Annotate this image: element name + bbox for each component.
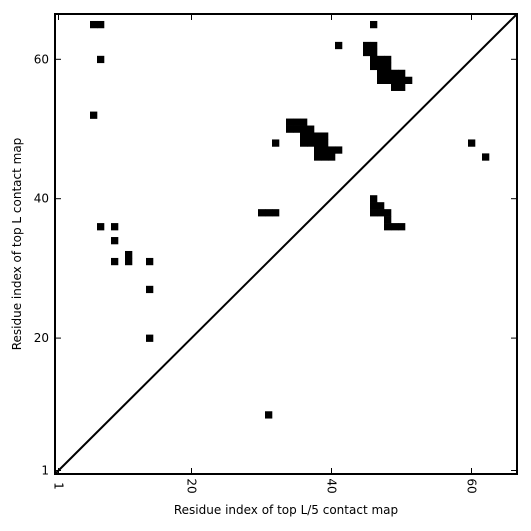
contact-cell-top-l <box>97 223 105 231</box>
contact-cell-top-l <box>90 20 98 29</box>
contact-cell-top-l <box>328 153 336 161</box>
contact-cell-top-l <box>377 69 385 78</box>
contact-cell-top-l <box>90 111 98 119</box>
contact-cell-top-l <box>384 62 392 71</box>
contact-cell-top-l <box>307 125 315 133</box>
plot-frame <box>54 13 518 475</box>
contact-cell-top-l <box>377 202 385 210</box>
contact-cell-top-l <box>384 55 392 64</box>
contact-cell-top-l <box>384 223 392 231</box>
x-tick-label: 40 <box>325 478 339 493</box>
contact-cell-top-l <box>363 48 371 57</box>
x-tick-label: 60 <box>465 478 479 493</box>
contact-cell-top-l <box>370 48 378 57</box>
contact-cell-top-l <box>363 41 371 50</box>
y-axis-label: Residue index of top L contact map <box>10 138 24 351</box>
contact-cell-top-l <box>293 125 301 133</box>
contact-cells <box>90 20 490 419</box>
contact-cell-top-l <box>370 195 378 203</box>
contact-cell-top-l <box>314 132 322 140</box>
contact-cell-top-l <box>300 139 308 147</box>
contact-cell-top-l <box>300 132 308 140</box>
x-tick-label: 1 <box>52 482 66 490</box>
contact-cell-top-l <box>321 139 329 147</box>
contact-cell-top-l <box>377 55 385 64</box>
contact-cell-top-l <box>314 153 322 161</box>
contact-cell-top-l <box>398 223 406 231</box>
contact-cell-top-l <box>328 146 336 154</box>
contact-cell-top-l <box>335 146 343 154</box>
contact-cell-top-l <box>398 76 406 84</box>
contact-cell-top-l <box>384 69 392 78</box>
contact-cell-top-l <box>398 69 406 78</box>
axis-ticks: 1 20 40 60 1 20 40 60 <box>34 14 517 494</box>
contact-cell-top-l <box>286 118 294 126</box>
contact-cell-top-l <box>391 223 399 231</box>
contact-cell-top-l <box>286 125 294 133</box>
contact-cell-top-l5 <box>265 411 273 419</box>
contact-cell-top-l <box>377 62 385 71</box>
contact-cell-top-l <box>307 132 315 140</box>
contact-cell-top-l <box>384 209 392 217</box>
contact-cell-top-l <box>272 209 280 217</box>
contact-cell-top-l <box>321 153 329 161</box>
contact-cell-top-l <box>370 20 378 29</box>
contact-cell-top-l <box>391 69 399 78</box>
contact-cell-top-l <box>335 41 343 50</box>
contact-cell-top-l <box>97 55 105 64</box>
contact-cell-top-l <box>370 209 378 217</box>
contact-cell-top-l <box>370 202 378 210</box>
contact-cell-top-l <box>370 55 378 64</box>
contact-cell-top-l <box>405 76 413 84</box>
contact-cell-top-l <box>307 139 315 147</box>
contact-cell-top-l <box>370 62 378 71</box>
contact-cell-top-l <box>391 76 399 84</box>
contact-cell-top-l <box>314 139 322 147</box>
contact-cell-top-l <box>272 139 280 147</box>
contact-cell-top-l <box>377 76 385 84</box>
contact-cell-top-l <box>300 125 308 133</box>
contact-cell-top-l <box>265 209 273 217</box>
contact-cell-top-l <box>377 209 385 217</box>
contact-cell-top-l <box>398 83 406 91</box>
diagonal-line <box>54 13 518 475</box>
contact-cell-top-l <box>300 118 308 126</box>
contact-cell-top-l <box>146 285 154 294</box>
contact-cell-top-l <box>125 250 133 259</box>
x-axis-label: Residue index of top L/5 contact map <box>174 503 398 517</box>
contact-cell-top-l <box>370 41 378 50</box>
y-tick-label: 1 <box>41 464 49 478</box>
contact-cell-top-l <box>293 118 301 126</box>
contact-cell-top-l <box>97 20 105 29</box>
contact-cell-top-l <box>384 76 392 84</box>
y-tick-label: 40 <box>34 192 49 206</box>
contact-cell-top-l <box>111 237 119 245</box>
contact-cell-top-l <box>314 146 322 154</box>
y-tick-label: 60 <box>34 52 49 66</box>
y-tick-label: 20 <box>34 331 49 345</box>
contact-cell-top-l <box>111 257 119 266</box>
contact-cell-top-l <box>146 257 154 266</box>
contact-cell-top-l <box>125 257 133 266</box>
contact-cell-top-l5 <box>482 153 490 161</box>
x-tick-label: 20 <box>185 478 199 493</box>
contact-cell-top-l <box>258 209 266 217</box>
contact-cell-top-l <box>384 216 392 224</box>
contact-cell-top-l <box>111 223 119 231</box>
contact-cell-top-l5 <box>468 139 476 147</box>
contact-cell-top-l <box>321 146 329 154</box>
contact-cell-top-l <box>146 334 154 342</box>
contact-cell-top-l <box>391 83 399 91</box>
contact-cell-top-l <box>321 132 329 140</box>
